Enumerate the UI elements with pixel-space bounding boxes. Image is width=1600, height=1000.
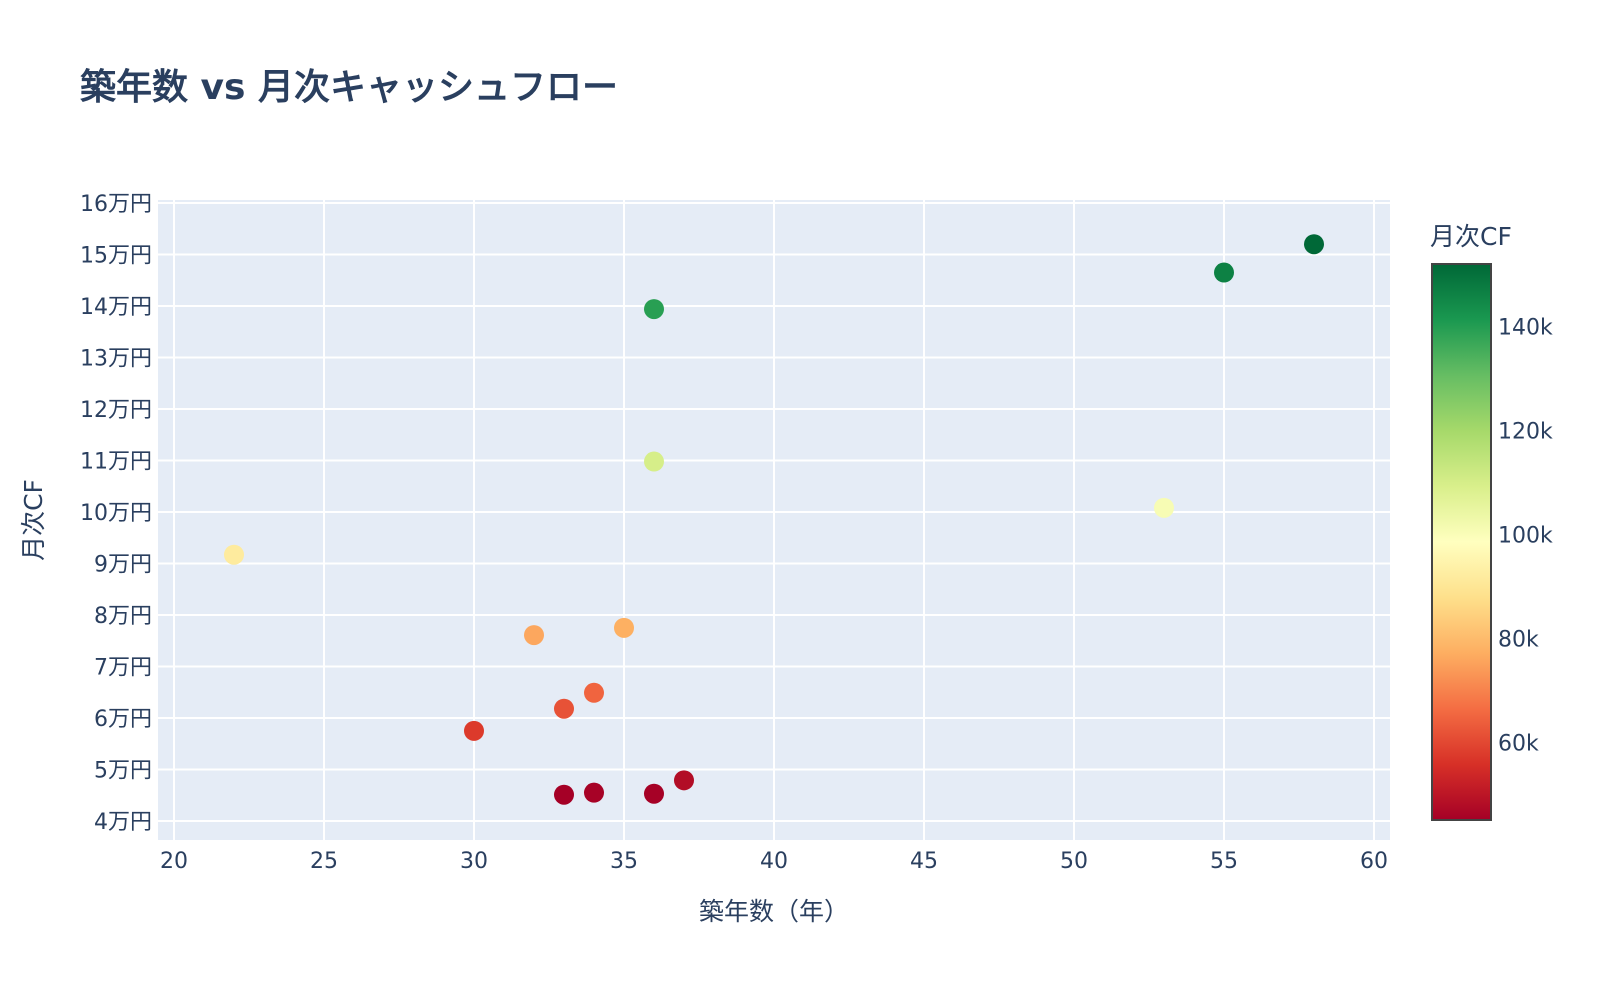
colorbar-tick-label: 120k — [1498, 419, 1553, 444]
y-tick-label: 7万円 — [94, 656, 152, 681]
data-point[interactable] — [554, 698, 574, 719]
x-tick-label: 55 — [1210, 849, 1238, 874]
gridlines — [158, 200, 1390, 840]
data-point[interactable] — [464, 720, 484, 741]
colorbar-tick-label: 60k — [1498, 732, 1539, 757]
data-point[interactable] — [554, 784, 574, 805]
y-tick-label: 6万円 — [94, 707, 152, 732]
colorbar-gradient — [1431, 263, 1492, 821]
colorbar-tick-label: 140k — [1498, 315, 1553, 340]
x-tick-label: 40 — [760, 849, 788, 874]
y-tick-label: 15万円 — [80, 244, 152, 269]
x-tick-label: 20 — [160, 849, 188, 874]
colorbar-title: 月次CF — [1430, 222, 1512, 251]
data-point[interactable] — [1214, 262, 1234, 283]
data-point[interactable] — [524, 625, 544, 646]
x-tick-label: 25 — [310, 849, 338, 874]
x-tick-label: 60 — [1360, 849, 1388, 874]
y-tick-label: 13万円 — [80, 347, 152, 372]
y-tick-label: 12万円 — [80, 398, 152, 423]
data-point[interactable] — [584, 682, 604, 703]
y-tick-label: 14万円 — [80, 295, 152, 320]
data-point[interactable] — [584, 782, 604, 803]
data-point[interactable] — [224, 544, 244, 565]
data-points — [224, 234, 1324, 805]
y-tick-label: 5万円 — [94, 759, 152, 784]
y-tick-label: 4万円 — [94, 810, 152, 835]
y-axis-ticks: 4万円 5万円 6万円 7万円 8万円 9万円 10万円 11万円 12万円 13万円 14万円 15… — [80, 192, 152, 835]
x-axis-title: 築年数（年） — [699, 897, 849, 926]
y-tick-label: 16万円 — [80, 192, 152, 217]
data-point[interactable] — [644, 451, 664, 472]
data-point[interactable] — [644, 299, 664, 320]
data-point[interactable] — [1304, 234, 1324, 255]
data-point[interactable] — [674, 770, 694, 791]
y-tick-label: 10万円 — [80, 501, 152, 526]
colorbar: 月次CF 60k 80k 100k 120k 140k — [1430, 222, 1553, 821]
y-tick-label: 11万円 — [80, 450, 152, 475]
colorbar-ticks: 60k 80k 100k 120k 140k — [1498, 315, 1553, 756]
data-point[interactable] — [1154, 497, 1174, 518]
y-tick-label: 8万円 — [94, 604, 152, 629]
chart-title: 築年数 vs 月次キャッシュフロー — [80, 67, 618, 108]
x-tick-label: 50 — [1060, 849, 1088, 874]
data-point[interactable] — [614, 617, 634, 638]
colorbar-tick-label: 100k — [1498, 523, 1553, 548]
y-axis-title: 月次CF — [19, 479, 48, 561]
y-tick-label: 9万円 — [94, 553, 152, 578]
x-tick-label: 35 — [610, 849, 638, 874]
data-point[interactable] — [644, 783, 664, 804]
x-axis-ticks: 20 25 30 35 40 45 50 55 60 — [160, 849, 1388, 874]
x-tick-label: 30 — [460, 849, 488, 874]
colorbar-tick-label: 80k — [1498, 627, 1539, 652]
x-tick-label: 45 — [910, 849, 938, 874]
